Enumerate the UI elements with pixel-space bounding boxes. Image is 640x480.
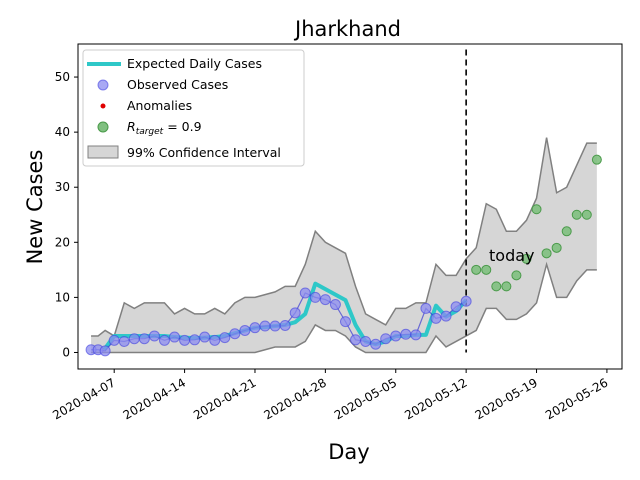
target-point <box>541 248 552 259</box>
legend-anomalies-swatch <box>100 103 106 109</box>
observed-point <box>420 302 432 314</box>
y-tick-label: 0 <box>62 345 70 359</box>
target-point <box>531 204 542 215</box>
legend-observed-swatch <box>97 79 109 91</box>
observed-point <box>380 333 392 345</box>
observed-point <box>450 301 462 313</box>
observed-point <box>329 299 341 311</box>
observed-point <box>390 330 402 342</box>
x-tick-label: 2020-04-28 <box>261 375 328 422</box>
chart-title: Jharkhand <box>293 17 401 41</box>
ci-upper-edge <box>91 137 597 338</box>
legend-ci-swatch <box>87 145 119 159</box>
today-annotation: today <box>489 246 535 265</box>
x-tick-label: 2020-05-05 <box>332 375 399 422</box>
observed-point <box>99 345 111 357</box>
observed-point <box>400 328 412 340</box>
observed-point <box>299 287 311 299</box>
observed-point <box>289 307 301 319</box>
legend: Expected Daily Cases Observed Cases Anom… <box>82 49 305 167</box>
plot-frame <box>77 43 623 370</box>
observed-point <box>410 329 422 341</box>
target-point <box>591 154 602 165</box>
target-point <box>511 270 522 281</box>
observed-point <box>118 335 130 347</box>
observed-point <box>189 334 201 346</box>
y-tick-label: 30 <box>55 180 70 194</box>
x-tick-label: 2020-04-07 <box>50 375 117 422</box>
x-tick-label: 2020-04-14 <box>121 375 188 422</box>
observed-point <box>309 291 321 303</box>
observed-point <box>138 333 150 345</box>
target-point <box>521 253 532 264</box>
legend-target-swatch <box>97 121 109 133</box>
x-tick-label: 2020-05-19 <box>473 375 540 422</box>
observed-point <box>430 312 442 324</box>
observed-point <box>169 331 181 343</box>
target-point <box>551 242 562 253</box>
legend-expected-label: Expected Daily Cases <box>127 56 262 71</box>
legend-observed-label: Observed Cases <box>127 77 228 92</box>
legend-target-label: Rtarget = 0.9 <box>127 119 202 137</box>
observed-point <box>249 322 261 334</box>
observed-point <box>440 310 452 322</box>
y-axis-label: New Cases <box>23 150 47 265</box>
target-point <box>481 264 492 275</box>
target-point <box>571 209 582 220</box>
target-point <box>561 226 572 237</box>
observed-point <box>179 334 191 346</box>
observed-point <box>460 295 472 307</box>
x-tick-label: 2020-05-12 <box>402 375 469 422</box>
observed-point <box>269 320 281 332</box>
x-tick-label: 2020-05-26 <box>543 375 610 422</box>
target-point <box>471 264 482 275</box>
observed-point <box>339 316 351 328</box>
y-tick-label: 50 <box>55 70 70 84</box>
y-tick-label: 10 <box>55 290 70 304</box>
y-axis: 0 10 20 30 40 50 <box>55 70 78 359</box>
observed-point <box>259 320 271 332</box>
ci-lower-edge <box>91 261 597 354</box>
target-point <box>491 281 502 292</box>
observed-point <box>219 332 231 344</box>
x-axis: 2020-04-07 2020-04-14 2020-04-21 2020-04-28… <box>50 369 610 422</box>
observed-point <box>148 330 160 342</box>
legend-ci-label: 99% Confidence Interval <box>127 145 281 160</box>
observed-point <box>209 334 221 346</box>
x-axis-label: Day <box>328 440 369 464</box>
observed-point <box>128 333 140 345</box>
observed-point <box>360 335 372 347</box>
target-point <box>581 209 592 220</box>
observed-point <box>229 328 241 340</box>
observed-point <box>370 338 382 350</box>
legend-box <box>82 49 305 167</box>
y-tick-label: 20 <box>55 235 70 249</box>
observed-point <box>158 334 170 346</box>
observed-point <box>199 331 211 343</box>
target-points-layer <box>471 154 602 292</box>
observed-point <box>350 334 362 346</box>
observed-point <box>239 324 251 336</box>
observed-point <box>108 334 120 346</box>
observed-points-layer <box>85 287 472 357</box>
y-tick-label: 40 <box>55 125 70 139</box>
target-point <box>501 281 512 292</box>
observed-point <box>279 319 291 331</box>
legend-anomalies-label: Anomalies <box>127 98 192 113</box>
observed-point <box>319 294 331 306</box>
x-tick-label: 2020-04-21 <box>191 375 258 422</box>
